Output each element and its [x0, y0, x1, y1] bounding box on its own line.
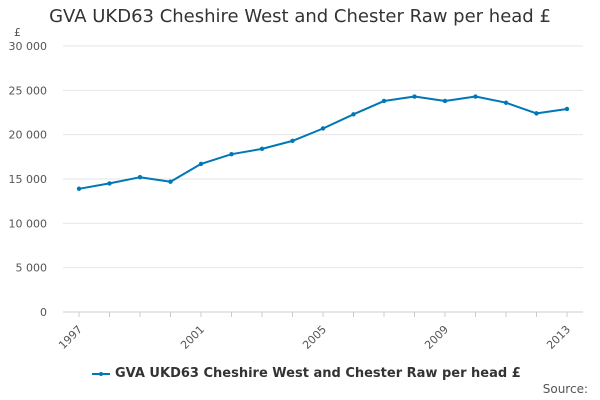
data-point — [534, 111, 539, 116]
x-tick-label: 2009 — [422, 323, 451, 352]
data-point — [564, 106, 570, 112]
y-tick-label: 30 000 — [9, 40, 48, 53]
y-tick-label: 10 000 — [9, 217, 48, 230]
y-tick-label: 20 000 — [9, 129, 48, 142]
data-point — [381, 98, 387, 104]
y-axis-unit-label: £ — [14, 26, 21, 39]
data-point — [351, 112, 356, 117]
data-point — [503, 100, 509, 105]
y-tick-label: 15 000 — [9, 173, 48, 186]
legend-label: GVA UKD63 Cheshire West and Chester Raw … — [115, 366, 521, 381]
data-point — [198, 161, 204, 167]
x-tick-label: 1997 — [56, 323, 85, 352]
series-line — [78, 95, 568, 190]
legend-line-marker-icon — [92, 369, 110, 379]
x-tick-label: 2013 — [544, 323, 573, 352]
data-point — [473, 94, 478, 99]
x-tick-label: 2001 — [178, 323, 207, 352]
y-tick-label: 0 — [40, 306, 47, 319]
y-tick-label: 5 000 — [16, 262, 48, 275]
source-label[interactable]: Source: — [542, 382, 588, 396]
data-point — [290, 138, 295, 144]
data-point — [320, 126, 326, 131]
data-point — [412, 94, 417, 99]
data-point — [76, 186, 82, 191]
data-point — [107, 181, 112, 186]
data-point — [137, 175, 143, 180]
chart-title: GVA UKD63 Cheshire West and Chester Raw … — [49, 6, 551, 27]
chart-legend[interactable]: GVA UKD63 Cheshire West and Chester Raw … — [92, 366, 521, 381]
data-point — [259, 146, 265, 152]
data-point — [442, 98, 448, 104]
data-point — [229, 151, 234, 157]
data-point — [168, 179, 173, 184]
x-tick-label: 2005 — [300, 323, 329, 352]
y-tick-label: 25 000 — [9, 84, 48, 97]
